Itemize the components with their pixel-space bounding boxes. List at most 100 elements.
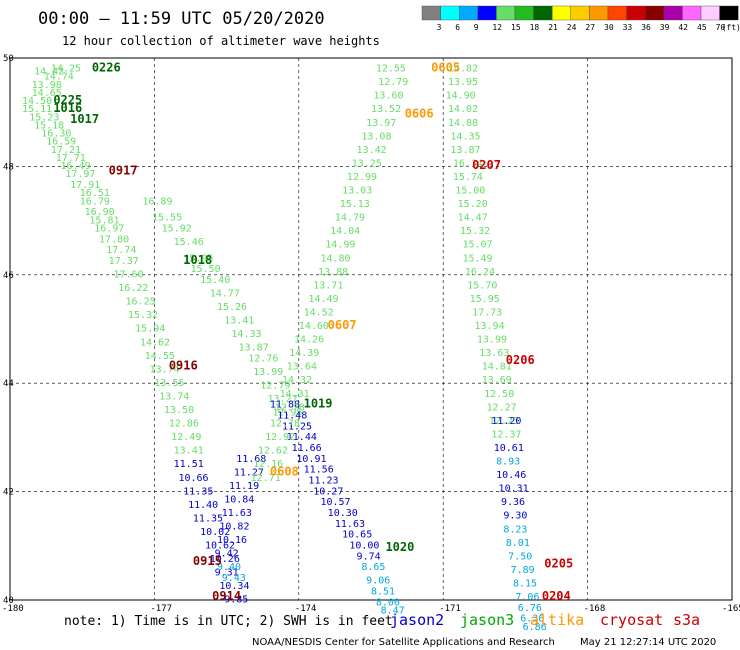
satellite-name: s3a <box>673 611 700 629</box>
legend-swatch <box>496 5 516 21</box>
wave-height-value: 15.95 <box>183 253 213 264</box>
wave-height-value: 14.42 <box>34 66 64 77</box>
wave-height-value: 8.00 <box>376 597 400 608</box>
chart-title: 00:00 – 11:59 UTC 05/20/2020 <box>38 9 325 29</box>
pass-time-label: 1018 <box>183 253 212 267</box>
wave-height-value: 12.27 <box>487 402 517 413</box>
wave-height-value: 14.04 <box>330 226 360 237</box>
satellite-name: cryosat <box>600 611 663 629</box>
wave-height-value: 13.87 <box>450 145 480 156</box>
legend-swatch <box>719 5 739 21</box>
wave-height-value: 15.92 <box>162 223 192 234</box>
wave-height-value: 8.15 <box>513 578 537 589</box>
wave-height-value: 10.82 <box>219 522 249 533</box>
x-tick-label: -165 <box>722 604 740 614</box>
wave-height-value: 13.94 <box>474 321 504 332</box>
wave-height-value: 13.03 <box>342 186 372 197</box>
wave-height-value: 11.51 <box>174 459 204 470</box>
pass-time-label: 0915 <box>193 554 222 568</box>
wave-height-value: 7.06 <box>515 592 539 603</box>
pass-time-label: 0605 <box>431 61 460 75</box>
wave-height-value: 14.62 <box>140 337 170 348</box>
wave-height-value: 13.69 <box>482 375 512 386</box>
wave-height-value: 12.78 <box>270 419 300 430</box>
legend-threshold: 39 <box>660 23 670 32</box>
wave-height-value: 13.60 <box>373 91 403 102</box>
wave-height-value: 14.80 <box>320 253 350 264</box>
wave-height-value: 11.19 <box>229 481 259 492</box>
wave-height-value: 8.51 <box>371 587 395 598</box>
legend-swatch <box>682 5 702 21</box>
wave-height-value: 14.33 <box>231 329 261 340</box>
wave-height-value: 13.50 <box>164 405 194 416</box>
wave-height-value: 9.30 <box>503 511 527 522</box>
y-tick-label: 50 <box>3 54 14 64</box>
wave-height-value: 14.26 <box>294 335 324 346</box>
wave-height-value: 14.74 <box>44 72 74 83</box>
pass-time-label: 0225 <box>53 93 82 107</box>
wave-height-value: 11.35 <box>183 486 213 497</box>
wave-height-value: 12.79 <box>378 77 408 88</box>
legend-threshold: 12 <box>492 23 502 32</box>
wave-height-value: 16.30 <box>41 129 71 140</box>
wave-height-value: 15.18 <box>34 120 64 131</box>
wave-height-value: 10.16 <box>217 535 247 546</box>
x-tick-label: -168 <box>584 604 606 614</box>
wave-height-value: 13.99 <box>253 367 283 378</box>
wave-height-value: 17.80 <box>99 234 129 245</box>
wave-height-value: 13.55 <box>154 378 184 389</box>
wave-height-value: 11.63 <box>222 508 252 519</box>
x-tick-label: -171 <box>439 604 461 614</box>
pass-time-label: 0207 <box>472 158 501 172</box>
wave-height-value: 14.49 <box>308 294 338 305</box>
wave-height-value: 10.84 <box>224 494 254 505</box>
wave-height-value: 14.31 <box>280 389 310 400</box>
wave-height-value: 17.97 <box>65 169 95 180</box>
wave-height-value: 15.32 <box>128 310 158 321</box>
wave-height-value: 13.08 <box>361 131 391 142</box>
wave-height-value: 6.76 <box>518 603 542 614</box>
legend-threshold: 45 <box>697 23 707 32</box>
legend-threshold: 33 <box>623 23 633 32</box>
satellite-legend: jason2 jason3 altika cryosat s3a <box>390 611 700 629</box>
wave-height-value: 13.99 <box>477 335 507 346</box>
wave-height-value: 17.74 <box>106 245 136 256</box>
legend-threshold: 36 <box>641 23 651 32</box>
y-tick-label: 44 <box>3 379 14 389</box>
legend-swatch <box>533 5 553 21</box>
wave-height-value: 12.99 <box>347 172 377 183</box>
legend-swatch <box>645 5 665 21</box>
wave-height-value: 11.44 <box>287 432 317 443</box>
wave-height-value: 8.23 <box>503 524 527 535</box>
wave-height-value: 14.81 <box>482 362 512 373</box>
wave-height-value: 14.82 <box>448 64 478 75</box>
wave-height-value: 10.91 <box>296 454 326 465</box>
wave-height-value: 16.24 <box>465 267 495 278</box>
pass-time-label: 0204 <box>542 589 571 603</box>
wave-height-value: 14.65 <box>32 88 62 99</box>
wave-height-value: 15.32 <box>460 226 490 237</box>
wave-height-value: 15.46 <box>174 237 204 248</box>
legend-swatch <box>607 5 627 21</box>
wave-height-value: 11.23 <box>308 475 338 486</box>
legend-threshold: 27 <box>585 23 595 32</box>
wave-height-points: 14.2514.4214.7413.9814.6514.5015.1115.23… <box>22 64 547 633</box>
wave-height-value: 11.40 <box>188 500 218 511</box>
legend-unit: (ft) <box>722 23 740 32</box>
wave-height-value: 12.16 <box>253 459 283 470</box>
y-tick-label: 46 <box>3 271 14 281</box>
wave-height-value: 13.71 <box>313 280 343 291</box>
wave-height-value: 10.65 <box>342 530 372 541</box>
wave-height-value: 13.95 <box>448 77 478 88</box>
legend-swatch <box>626 5 646 21</box>
wave-height-value: 15.26 <box>217 302 247 313</box>
wave-height-value: 6.86 <box>523 622 547 633</box>
wave-height-value: 15.20 <box>458 199 488 210</box>
wave-height-value: 16.25 <box>126 297 156 308</box>
wave-height-value: 12.49 <box>171 432 201 443</box>
wave-height-value: 17.60 <box>113 270 143 281</box>
wave-height-value: 15.95 <box>470 294 500 305</box>
satellite-name: altika <box>530 611 584 629</box>
